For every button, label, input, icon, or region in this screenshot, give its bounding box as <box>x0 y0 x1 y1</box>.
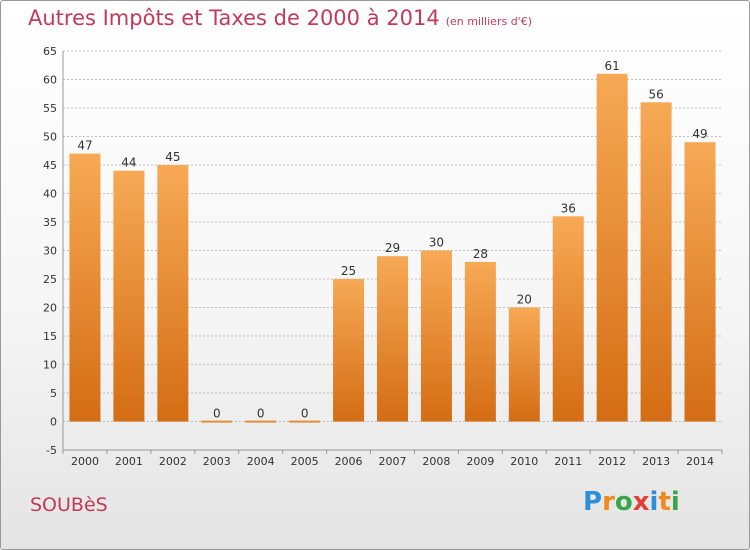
bar-value-label: 25 <box>341 264 356 278</box>
logo-letter: i <box>670 487 680 517</box>
bar-value-label: 0 <box>257 407 265 421</box>
bar <box>420 250 452 422</box>
x-tick-label: 2008 <box>422 455 450 468</box>
bar-value-label: 61 <box>605 59 620 73</box>
y-tick-label: 15 <box>43 330 57 343</box>
chart-unit-note: (en milliers d'€) <box>445 15 532 28</box>
y-tick-label: -5 <box>46 444 57 457</box>
y-tick-label: 60 <box>43 74 57 87</box>
y-tick-label: 55 <box>43 102 57 115</box>
x-tick-label: 2014 <box>686 455 714 468</box>
bar-value-label: 30 <box>429 236 444 250</box>
x-tick-label: 2005 <box>291 455 319 468</box>
bar <box>640 102 672 422</box>
x-tick-label: 2011 <box>554 455 582 468</box>
y-tick-label: 30 <box>43 245 57 258</box>
bars <box>69 73 716 423</box>
bar-value-label: 0 <box>301 407 309 421</box>
x-tick-label: 2007 <box>379 455 407 468</box>
x-tick-label: 2001 <box>115 455 143 468</box>
logo-letter: t <box>658 487 671 517</box>
x-tick-label: 2009 <box>466 455 494 468</box>
bar-value-label: 29 <box>385 241 400 255</box>
x-tick-label: 2002 <box>159 455 187 468</box>
bar <box>289 420 321 423</box>
y-tick-label: 5 <box>50 387 57 400</box>
x-tick-label: 2003 <box>203 455 231 468</box>
bar <box>333 279 365 422</box>
commune-name: SOUBèS <box>30 494 108 516</box>
bar-value-label: 49 <box>692 127 707 141</box>
logo-letter: P <box>583 487 603 517</box>
x-tick-label: 2013 <box>642 455 670 468</box>
bar-value-label: 20 <box>517 293 532 307</box>
y-tick-label: 25 <box>43 273 57 286</box>
bar-value-label: 56 <box>648 87 663 101</box>
y-tick-label: 35 <box>43 216 57 229</box>
y-tick-label: 40 <box>43 188 57 201</box>
x-tick-label: 2006 <box>335 455 363 468</box>
bar <box>596 73 628 422</box>
y-tick-label: 20 <box>43 302 57 315</box>
y-tick-label: 45 <box>43 159 57 172</box>
bar <box>113 170 145 422</box>
y-tick-label: 0 <box>50 416 57 429</box>
x-tick-label: 2000 <box>71 455 99 468</box>
bar <box>377 256 408 422</box>
y-tick-label: 65 <box>43 45 57 58</box>
logo-letter: x <box>632 487 650 517</box>
bar-value-label: 44 <box>121 156 136 170</box>
logo-letter: o <box>614 487 633 517</box>
proxiti-logo[interactable]: Proxiti <box>583 487 680 517</box>
logo-letter: r <box>602 487 615 517</box>
bar <box>157 165 189 422</box>
x-tick-label: 2004 <box>247 455 275 468</box>
logo-letter: i <box>649 487 659 517</box>
bar <box>201 420 233 423</box>
x-tick-label: 2012 <box>598 455 626 468</box>
bar <box>552 216 584 422</box>
data-labels: 47 44 45 0 0 0 25 29 30 28 20 36 61 56 49 <box>77 59 707 421</box>
y-tick-label: 10 <box>43 359 57 372</box>
bar-value-label: 0 <box>213 407 221 421</box>
bar-value-label: 28 <box>473 247 488 261</box>
bar-value-label: 47 <box>77 139 92 153</box>
bar <box>245 420 277 423</box>
bar-value-label: 45 <box>165 150 180 164</box>
bar <box>464 261 496 422</box>
chart-title: Autres Impôts et Taxes de 2000 à 2014 (en… <box>28 6 532 30</box>
x-tick-label: 2010 <box>510 455 538 468</box>
bar-value-label: 36 <box>561 201 576 215</box>
chart-title-main: Autres Impôts et Taxes de 2000 à 2014 <box>28 6 440 30</box>
bar <box>684 142 716 422</box>
y-tick-label: 50 <box>43 131 57 144</box>
bar <box>69 153 101 422</box>
bar <box>508 307 540 422</box>
